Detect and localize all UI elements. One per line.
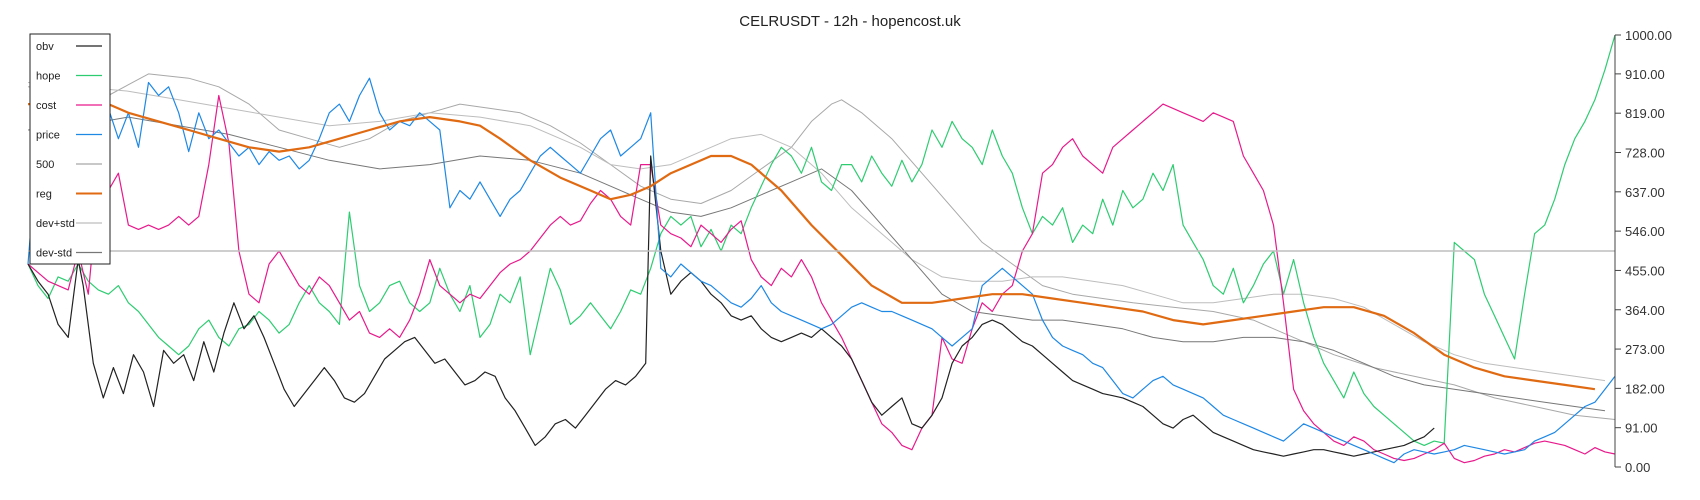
legend-label-cost: cost [36,100,56,112]
y-tick-label: 273.00 [1625,342,1665,357]
legend-label-obv: obv [36,41,54,53]
series-line-500 [27,73,1616,420]
chart-title: CELRUSDT - 12h - hopencost.uk [739,13,961,30]
series-line-hope [27,34,1616,446]
y-tick-label: 910.00 [1625,67,1665,82]
y-tick-label: 819.00 [1625,106,1665,121]
y-tick-label: 0.00 [1625,460,1650,475]
series-line-obv [27,155,1435,457]
series-layer [27,34,1616,464]
legend-box [29,33,111,265]
y-tick-label: 364.00 [1625,303,1665,318]
legend-label-dev-std: dev-std [36,248,72,260]
legend-label-hope: hope [36,71,60,83]
series-line-reg [28,98,1596,391]
series-line-dev-std [27,116,1606,412]
y-tick-label: 455.00 [1625,263,1665,278]
legend: obv hope cost price 500 reg dev+std dev-std [29,33,111,265]
legend-label-500: 500 [36,159,54,171]
y-tick-label: 637.00 [1625,185,1665,200]
y-tick-label: 1000.00 [1625,28,1672,43]
legend-label-reg: reg [36,189,52,201]
series-line-price [27,77,1616,464]
series-line-dev+std [27,82,1606,382]
legend-label-price: price [36,130,60,142]
y-tick-label: 91.00 [1625,421,1658,436]
y-tick-label: 728.00 [1625,146,1665,161]
y-tick-label: 546.00 [1625,224,1665,239]
y-axis: 0.00 91.00 182.00 273.00 364.00 455.00 546.00 6… [1614,28,1672,475]
series-line-cost [27,94,1616,464]
y-tick-label: 182.00 [1625,381,1665,396]
legend-label-dev+std: dev+std [36,218,75,230]
